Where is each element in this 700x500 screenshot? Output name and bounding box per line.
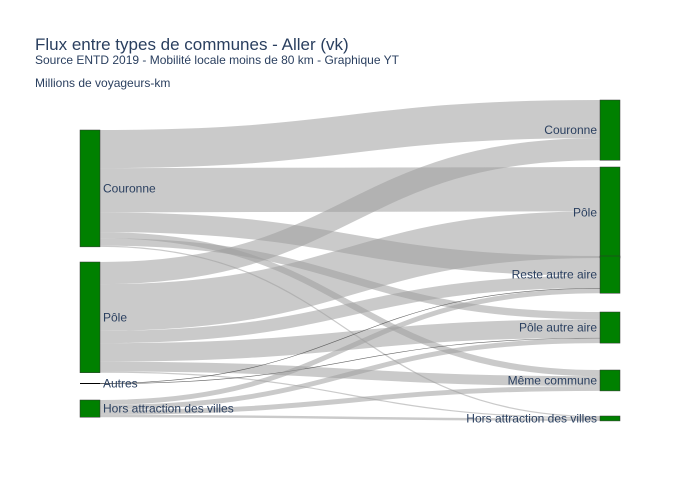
link-autres-to-reste-autre-aire — [99, 287, 601, 384]
chart-title: Flux entre types de communes - Aller (vk… — [35, 35, 349, 54]
target-node-hors-attraction-des-villes[interactable] — [599, 415, 621, 422]
source-node-autres[interactable] — [80, 383, 100, 384]
chart-subtitle: Source ENTD 2019 - Mobilité locale moins… — [35, 53, 399, 67]
link-couronne-to-reste-autre-aire — [99, 212, 601, 276]
nodes: Couronne Pôle Autres Hors attraction des vi… — [79, 99, 621, 425]
target-node-reste-autre-aire[interactable] — [599, 255, 621, 294]
target-label-meme-commune: Même commune — [508, 373, 598, 387]
source-label-hors-attraction-des-villes: Hors attraction des villes — [103, 402, 234, 416]
source-label-couronne: Couronne — [103, 181, 156, 195]
target-label-reste-autre-aire: Reste autre aire — [512, 268, 598, 282]
link-pole-to-reste-autre-aire — [99, 275, 601, 344]
link-hors-attraction-des-villes-to-hors-attraction-des-villes — [99, 414, 601, 421]
target-label-pole-autre-aire: Pôle autre aire — [519, 321, 597, 335]
source-node-pole[interactable] — [79, 261, 101, 373]
link-pole-to-hors-attraction-des-villes — [99, 371, 601, 419]
source-label-pole: Pôle — [103, 310, 127, 324]
target-label-pole: Pôle — [573, 206, 597, 220]
unit-annotation: Millions de voyageurs-km — [35, 76, 171, 90]
link-pole-to-pole-autre-aire — [99, 319, 601, 362]
target-node-pole-autre-aire[interactable] — [599, 311, 621, 344]
source-label-autres: Autres — [103, 377, 138, 391]
link-autres-to-pole-autre-aire — [99, 337, 601, 384]
target-label-couronne: Couronne — [544, 123, 597, 137]
link-couronne-to-pole — [99, 167, 601, 213]
target-node-couronne[interactable] — [599, 99, 621, 161]
target-node-meme-commune[interactable] — [599, 369, 621, 392]
link-couronne-to-couronne — [99, 100, 601, 169]
link-pole-to-couronne — [99, 138, 601, 285]
target-node-pole[interactable] — [599, 166, 621, 259]
links — [99, 100, 601, 421]
link-hors-attraction-des-villes-to-reste-autre-aire — [99, 288, 601, 405]
source-node-hors-attraction-des-villes[interactable] — [79, 399, 101, 418]
link-hors-attraction-des-villes-to-pole-autre-aire — [99, 338, 601, 410]
target-label-hors-attraction-des-villes: Hors attraction des villes — [466, 411, 597, 425]
source-node-couronne[interactable] — [79, 129, 101, 248]
link-hors-attraction-des-villes-to-meme-commune — [99, 385, 601, 415]
link-pole-to-pole — [99, 211, 601, 331]
